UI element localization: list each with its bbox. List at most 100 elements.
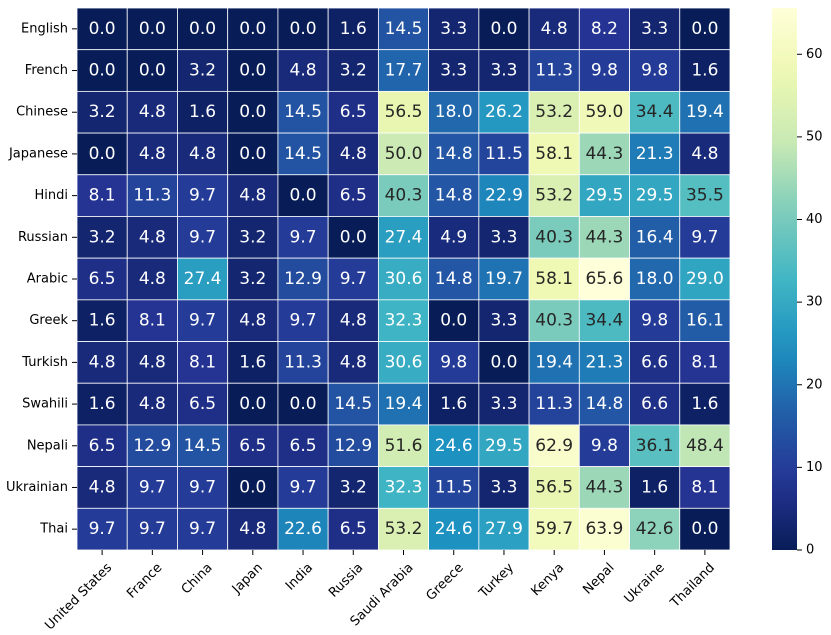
cell-value-label: 1.6 [440, 394, 467, 414]
cell-value-label: 4.8 [239, 311, 266, 331]
cell-value-label: 11.3 [133, 186, 171, 206]
heatmap-cell [679, 90, 731, 134]
heatmap-cell [177, 299, 229, 342]
heatmap-cell [629, 382, 681, 426]
cell-value-label: 40.3 [535, 227, 573, 247]
cell-value-label: 0.0 [239, 144, 266, 164]
heatmap-cell [76, 216, 128, 259]
cell-value-label: 4.8 [139, 269, 166, 289]
cell-value-label: 3.3 [490, 311, 517, 331]
heatmap-cell [377, 299, 430, 342]
heatmap-cell [629, 49, 681, 92]
heatmap-cell [679, 507, 731, 551]
heatmap-cell [126, 382, 178, 426]
cell-value-label: 32.3 [385, 477, 423, 497]
cell-value-label: 24.6 [435, 519, 473, 539]
heatmap-cell [377, 216, 430, 259]
cell-value-label: 62.9 [535, 436, 573, 456]
heatmap-cell [277, 257, 329, 301]
cell-value-label: 29.5 [636, 186, 674, 206]
x-tick-label: Russia [326, 560, 366, 600]
cell-value-label: 16.1 [686, 311, 724, 331]
heatmap-cell [478, 382, 530, 426]
heatmap-cell [126, 7, 178, 51]
cell-value-label: 11.5 [435, 477, 473, 497]
heatmap-cell [177, 216, 229, 259]
cell-value-label: 8.1 [89, 186, 116, 206]
heatmap-cell [679, 216, 731, 259]
heatmap-cell [679, 49, 731, 92]
heatmap-cell [277, 382, 329, 426]
cell-value-label: 14.8 [435, 144, 473, 164]
cell-value-label: 6.5 [89, 436, 116, 456]
heatmap-cell [126, 174, 178, 217]
heatmap-cell [327, 341, 379, 384]
heatmap-cell [177, 257, 229, 301]
cell-value-label: 4.8 [541, 19, 568, 39]
cell-value-label: 0.0 [340, 227, 367, 247]
heatmap-cell [629, 7, 681, 51]
cell-value-label: 29.0 [686, 269, 724, 289]
cell-value-label: 0.0 [89, 144, 116, 164]
cell-value-label: 14.5 [184, 436, 222, 456]
cell-value-label: 9.7 [189, 186, 216, 206]
heatmap-cell [377, 174, 430, 217]
cell-value-label: 50.0 [385, 144, 423, 164]
y-tick-label: Nepali [27, 438, 68, 453]
cell-value-label: 4.8 [239, 186, 266, 206]
cell-value-label: 3.2 [189, 61, 216, 81]
cell-value-label: 32.3 [385, 311, 423, 331]
cell-value-label: 11.3 [535, 394, 573, 414]
heatmap-cell [478, 299, 530, 342]
cell-value-label: 27.9 [485, 519, 523, 539]
cell-value-label: 4.8 [139, 352, 166, 372]
heatmap-cell [327, 49, 379, 92]
cell-value-label: 0.0 [691, 19, 718, 39]
cell-value-label: 48.4 [686, 436, 724, 456]
cell-value-label: 0.0 [239, 394, 266, 414]
y-tick-label: Japanese [8, 146, 68, 161]
heatmap-cell [679, 174, 731, 217]
heatmap-cell [76, 132, 128, 176]
cell-value-label: 9.7 [139, 477, 166, 497]
cell-value-label: 22.6 [284, 519, 322, 539]
cell-value-label: 9.7 [89, 519, 116, 539]
heatmap-cell [629, 341, 681, 384]
heatmap-cell [227, 466, 279, 509]
cell-value-label: 9.7 [290, 477, 317, 497]
cell-value-label: 53.2 [535, 102, 573, 122]
x-tick-label: Turkey [476, 560, 517, 601]
cell-value-label: 1.6 [691, 394, 718, 414]
heatmap-cell [177, 174, 229, 217]
heatmap-cell [428, 507, 480, 551]
cell-value-label: 6.5 [340, 519, 367, 539]
heatmap-cell [377, 132, 430, 176]
cell-value-label: 11.3 [535, 61, 573, 81]
cell-value-label: 24.6 [435, 436, 473, 456]
heatmap-cell [428, 7, 480, 51]
heatmap-cell [528, 90, 580, 134]
cell-value-label: 26.2 [485, 102, 523, 122]
heatmap-cell [227, 132, 279, 176]
heatmap-cell [679, 299, 731, 342]
heatmap-cell [177, 7, 229, 51]
cell-value-label: 9.7 [189, 477, 216, 497]
cell-value-label: 9.7 [290, 311, 317, 331]
heatmap-cell [277, 49, 329, 92]
heatmap-cell [428, 49, 480, 92]
y-tick-label: Greek [29, 313, 68, 328]
cell-value-label: 6.5 [189, 394, 216, 414]
cell-value-label: 9.8 [641, 311, 668, 331]
cell-value-label: 6.5 [89, 269, 116, 289]
heatmap-cell [277, 466, 329, 509]
heatmap-cell [578, 341, 630, 384]
cell-value-label: 59.7 [535, 519, 573, 539]
heatmap-cell [177, 466, 229, 509]
heatmap-cell [478, 424, 530, 468]
colorbar-tick-label: 30 [806, 295, 823, 310]
cell-value-label: 0.0 [89, 61, 116, 81]
cell-value-label: 6.6 [641, 394, 668, 414]
heatmap-cell [478, 174, 530, 217]
cell-value-label: 22.9 [485, 186, 523, 206]
